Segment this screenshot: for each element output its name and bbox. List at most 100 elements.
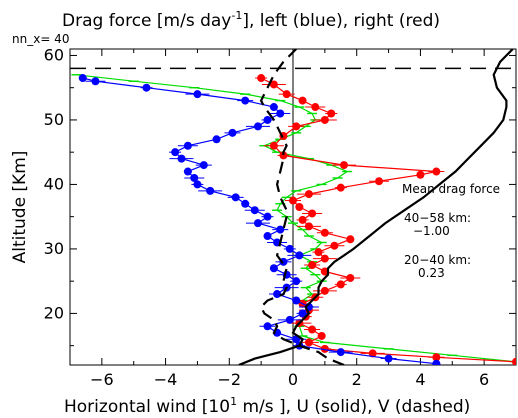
- series-black-dashed-line: [259, 49, 345, 365]
- data-point-red: [327, 109, 336, 118]
- data-point-blue: [263, 115, 272, 124]
- data-point-blue: [263, 232, 272, 241]
- x-axis-label-sup: 1: [230, 395, 237, 408]
- data-point-blue: [384, 354, 393, 363]
- data-point-red: [289, 196, 297, 205]
- y-axis-label: Altitude [Km]: [10, 151, 30, 264]
- data-point-blue: [78, 74, 87, 83]
- data-point-red: [320, 344, 329, 353]
- data-point-blue: [298, 309, 307, 318]
- x-axis-label-main: Horizontal wind [10: [64, 397, 230, 417]
- x-tick-label: −6: [90, 370, 114, 389]
- data-point-blue: [193, 180, 202, 189]
- data-point-blue: [241, 96, 250, 105]
- y-tick-label: 30: [44, 239, 64, 258]
- data-point-red: [330, 241, 339, 250]
- data-point-blue: [276, 109, 285, 118]
- data-point-blue: [171, 148, 180, 157]
- data-point-red: [320, 254, 329, 263]
- data-point-blue: [253, 219, 262, 228]
- data-point-red: [346, 235, 355, 244]
- data-point-red: [311, 103, 320, 112]
- data-point-red: [314, 248, 323, 257]
- data-point-red: [320, 286, 329, 295]
- data-point-red: [320, 267, 329, 276]
- data-point-red: [432, 167, 441, 176]
- data-point-blue: [263, 322, 272, 331]
- data-point-red: [346, 273, 355, 282]
- chart-title-sup: -1: [231, 9, 242, 22]
- x-tick-label: −2: [217, 370, 241, 389]
- data-point-red: [336, 183, 345, 192]
- data-point-blue: [241, 199, 250, 208]
- y-tick-label: 20: [44, 303, 64, 322]
- data-point-red: [304, 338, 313, 347]
- data-point-blue: [276, 225, 285, 234]
- series-blue-solid-line: [82, 77, 437, 365]
- data-point-red: [320, 115, 329, 124]
- data-point-red: [336, 280, 345, 289]
- data-point-red: [304, 222, 313, 231]
- data-point-red: [339, 161, 348, 170]
- data-point-blue: [177, 154, 186, 163]
- x-axis-label-rest: m/s ], U (solid), V (dashed): [237, 397, 470, 417]
- data-point-red: [308, 209, 317, 218]
- annotation-value2: 0.23: [418, 266, 445, 280]
- data-point-red: [368, 349, 377, 358]
- data-point-red: [308, 325, 317, 334]
- y-tick-label: 40: [44, 174, 64, 193]
- data-point-blue: [231, 193, 240, 202]
- data-point-blue: [269, 264, 278, 273]
- chart-title: Drag force [m/s day-1], left (blue), rig…: [62, 9, 440, 31]
- chart-title-main: Drag force [m/s day: [62, 11, 231, 31]
- data-point-red: [308, 261, 317, 270]
- series-clipped: [71, 49, 516, 365]
- data-point-red: [317, 331, 326, 340]
- data-point-red: [269, 80, 278, 89]
- data-point-red: [298, 96, 307, 105]
- x-axis-label: Horizontal wind [101 m/s ], U (solid), V…: [64, 395, 470, 417]
- data-point-blue: [212, 135, 221, 144]
- data-point-blue: [432, 359, 441, 365]
- data-point-red: [292, 122, 301, 131]
- x-tick-label: 0: [288, 370, 298, 389]
- x-tick-label: 6: [479, 370, 489, 389]
- annotation-value1: −1.00: [413, 224, 450, 238]
- data-point-red: [375, 177, 384, 186]
- data-point-red: [269, 141, 278, 150]
- x-tick-label: 4: [415, 370, 425, 389]
- data-point-red: [257, 74, 266, 83]
- data-point-red: [279, 151, 288, 160]
- data-point-blue: [199, 161, 208, 170]
- data-point-blue: [228, 128, 237, 137]
- data-point-blue: [206, 186, 215, 195]
- data-point-red: [282, 90, 291, 99]
- annotation-range1: 40−58 km:: [404, 211, 471, 225]
- data-point-blue: [183, 141, 192, 150]
- data-point-blue: [183, 167, 192, 176]
- data-point-blue: [269, 103, 278, 112]
- annotation-header: Mean drag force: [402, 182, 500, 196]
- y-axis: 20 30 40 50 60: [44, 45, 516, 347]
- data-point-blue: [250, 206, 259, 215]
- x-axis: −6 −4 −2 0 2 4 6: [69, 49, 517, 389]
- data-point-blue: [336, 348, 345, 357]
- chart-subtitle: nn_x= 40: [12, 32, 69, 46]
- data-point-red: [320, 228, 329, 237]
- x-tick-label: 2: [352, 370, 362, 389]
- y-tick-label: 50: [44, 110, 64, 129]
- data-point-red: [295, 203, 304, 211]
- x-tick-label: −4: [154, 370, 178, 389]
- data-point-blue: [193, 90, 202, 99]
- data-point-red: [298, 215, 307, 224]
- data-point-blue: [273, 290, 282, 299]
- data-point-red: [432, 353, 441, 362]
- data-point-blue: [292, 277, 301, 286]
- data-point-red: [512, 357, 516, 365]
- data-point-blue: [285, 244, 294, 253]
- data-point-red: [416, 170, 425, 179]
- data-point-blue: [91, 77, 100, 86]
- series-black-solid-line: [238, 49, 514, 365]
- series-group: [71, 49, 516, 365]
- data-point-blue: [263, 212, 272, 221]
